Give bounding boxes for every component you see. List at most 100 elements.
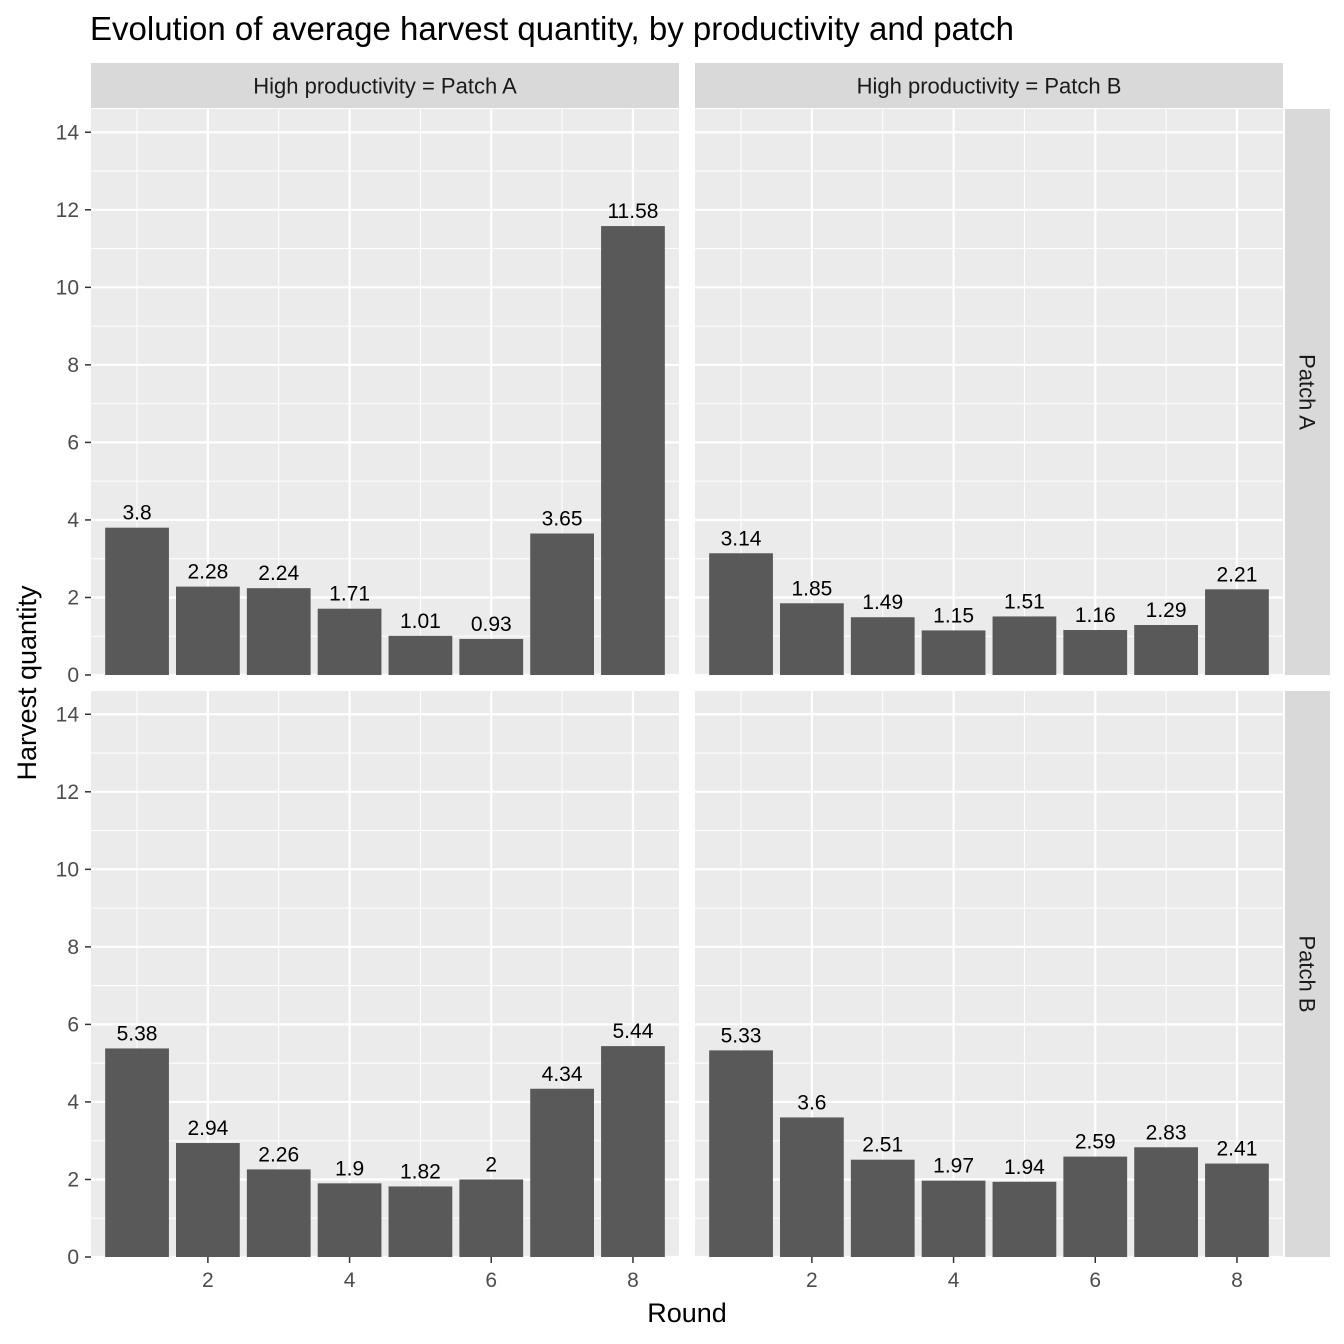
row-strip-bg xyxy=(1285,691,1330,1257)
bar xyxy=(246,588,311,675)
bar xyxy=(246,1169,311,1257)
bar-value-label: 1.16 xyxy=(1075,604,1116,627)
bar xyxy=(530,533,594,675)
bar xyxy=(1063,1156,1128,1257)
y-tick-label: 8 xyxy=(67,936,79,959)
bar-value-label: 2.26 xyxy=(258,1143,299,1166)
panel-background xyxy=(695,109,1283,675)
bar-value-label: 2.59 xyxy=(1075,1131,1116,1154)
y-tick-label: 14 xyxy=(56,121,80,144)
bar xyxy=(317,1183,382,1257)
x-tick-label: 4 xyxy=(344,1269,356,1292)
bar-value-label: 1.94 xyxy=(1004,1156,1045,1179)
bar-value-label: 3.65 xyxy=(542,508,583,531)
y-tick-label: 2 xyxy=(67,1168,79,1191)
facet-panel: 5.33 3.6 2.51 1.97 1.94 2.59 2.83 2.41 2 4 6 8 xyxy=(695,691,1283,1292)
y-tick-label: 8 xyxy=(67,354,79,377)
bar-value-label: 1.01 xyxy=(400,610,441,633)
bar-value-label: 2.51 xyxy=(862,1134,903,1157)
row-strip-label: Patch A xyxy=(1295,354,1320,430)
panels-layer: High productivity = Patch A High producti… xyxy=(56,63,1330,1292)
bar-value-label: 3.14 xyxy=(721,527,762,550)
bar xyxy=(992,616,1057,675)
chart-title: Evolution of average harvest quantity, b… xyxy=(90,10,1014,47)
bar-value-label: 1.29 xyxy=(1146,599,1187,622)
bar xyxy=(709,1050,773,1257)
bar-value-label: 2.41 xyxy=(1217,1138,1258,1161)
bar xyxy=(176,1143,240,1257)
x-tick-label: 8 xyxy=(627,1269,639,1292)
bar xyxy=(850,617,915,675)
bar-value-label: 4.34 xyxy=(542,1063,583,1086)
bar-value-label: 1.85 xyxy=(791,577,832,600)
bar-value-label: 2.83 xyxy=(1146,1121,1187,1144)
x-tick-label: 2 xyxy=(806,1269,818,1292)
y-tick-label: 10 xyxy=(56,276,79,299)
y-tick-label: 4 xyxy=(67,509,79,532)
bar xyxy=(459,638,524,675)
y-tick-label: 6 xyxy=(67,1013,79,1036)
bar-value-label: 1.97 xyxy=(933,1155,974,1178)
y-tick-label: 10 xyxy=(56,858,79,881)
bar xyxy=(1134,1147,1198,1257)
bar-value-label: 1.9 xyxy=(335,1157,364,1180)
bar-value-label: 1.71 xyxy=(329,583,370,606)
y-axis-title: Harvest quantity xyxy=(12,585,42,781)
bar xyxy=(1205,589,1269,675)
bar xyxy=(1134,624,1198,675)
bar xyxy=(780,1117,844,1257)
y-tick-label: 0 xyxy=(67,1246,79,1269)
bar-value-label: 3.6 xyxy=(797,1091,826,1114)
x-tick-label: 4 xyxy=(948,1269,960,1292)
bar xyxy=(780,603,844,675)
bar-value-label: 2 xyxy=(485,1153,497,1176)
bar xyxy=(1063,630,1128,675)
bar xyxy=(601,1046,665,1257)
bar-value-label: 1.51 xyxy=(1004,590,1045,613)
bar xyxy=(709,553,773,675)
bar xyxy=(921,630,986,675)
bar-value-label: 5.38 xyxy=(117,1022,158,1045)
bar-value-label: 1.15 xyxy=(933,604,974,627)
bar xyxy=(850,1159,915,1257)
y-tick-label: 4 xyxy=(67,1091,79,1114)
bar xyxy=(105,527,169,675)
y-tick-label: 14 xyxy=(56,703,80,726)
x-tick-label: 6 xyxy=(1089,1269,1101,1292)
bar xyxy=(992,1181,1057,1257)
bar-value-label: 1.49 xyxy=(862,591,903,614)
bar xyxy=(105,1048,169,1257)
bar-value-label: 2.94 xyxy=(187,1117,228,1140)
bar-value-label: 5.33 xyxy=(721,1024,762,1047)
bar xyxy=(921,1180,986,1257)
bar xyxy=(1205,1163,1269,1257)
facet-panel: 3.14 1.85 1.49 1.15 1.51 1.16 1.29 2.21 xyxy=(695,109,1283,677)
column-strip-bg xyxy=(695,63,1283,108)
x-tick-label: 2 xyxy=(202,1269,214,1292)
y-tick-label: 0 xyxy=(67,664,79,687)
bar-value-label: 1.82 xyxy=(400,1160,441,1183)
column-strip: High productivity = Patch B xyxy=(695,63,1283,108)
y-tick-label: 12 xyxy=(56,781,79,804)
bar-value-label: 3.8 xyxy=(122,502,151,525)
row-strip-bg xyxy=(1285,109,1330,675)
y-tick-label: 6 xyxy=(67,431,79,454)
bar xyxy=(388,1186,453,1257)
bar-value-label: 5.44 xyxy=(613,1020,654,1043)
bar xyxy=(530,1088,594,1257)
bar-value-label: 2.21 xyxy=(1217,563,1258,586)
bar-value-label: 2.28 xyxy=(187,561,228,584)
x-tick-label: 8 xyxy=(1231,1269,1243,1292)
bar xyxy=(176,586,240,675)
bar-value-label: 11.58 xyxy=(607,200,658,223)
bar xyxy=(388,635,453,675)
column-strip-label: High productivity = Patch B xyxy=(857,74,1122,99)
column-strip-label: High productivity = Patch A xyxy=(253,74,517,99)
x-axis-title: Round xyxy=(647,1298,727,1328)
bar-value-label: 0.93 xyxy=(471,613,512,636)
row-strip-label: Patch B xyxy=(1295,935,1320,1012)
row-strip: Patch B xyxy=(1285,691,1330,1257)
y-tick-label: 12 xyxy=(56,199,79,222)
column-strip: High productivity = Patch A xyxy=(91,63,679,108)
